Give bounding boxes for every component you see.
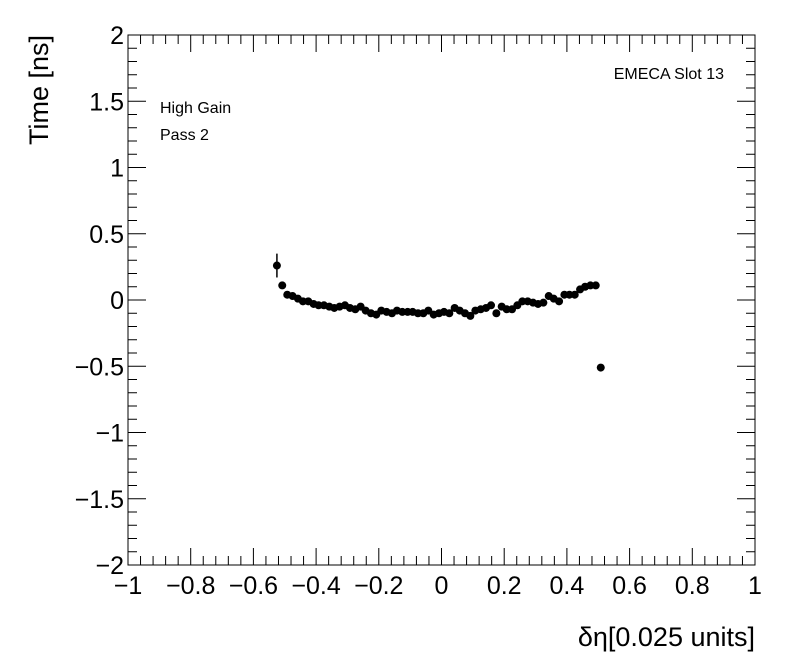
data-point bbox=[487, 301, 496, 310]
data-point bbox=[278, 281, 287, 290]
data-point bbox=[596, 363, 605, 372]
x-tick-label: −1 bbox=[114, 572, 143, 600]
x-tick-label: 1 bbox=[748, 572, 762, 600]
data-point bbox=[445, 309, 454, 318]
x-tick-label: −0.8 bbox=[166, 572, 215, 600]
data-points bbox=[272, 253, 605, 372]
y-tick-label: 1.5 bbox=[89, 88, 124, 116]
y-tick-label: −1.5 bbox=[75, 486, 124, 514]
data-point bbox=[570, 290, 579, 299]
y-tick-label: 0 bbox=[110, 287, 124, 315]
x-axis-title: δη[0.025 units] bbox=[578, 622, 755, 652]
data-point bbox=[272, 261, 281, 270]
pass-annotation: Pass 2 bbox=[160, 127, 209, 144]
slot-annotation: EMECA Slot 13 bbox=[614, 66, 724, 83]
x-tick-label: 0.2 bbox=[487, 572, 522, 600]
y-tick-labels: −2 −1.5 −1 −0.5 0 0.5 1 1.5 2 bbox=[75, 22, 124, 580]
gain-annotation: High Gain bbox=[160, 100, 231, 117]
x-tick-label: −0.6 bbox=[229, 572, 278, 600]
x-tick-label: 0 bbox=[435, 572, 449, 600]
y-tick-label: −0.5 bbox=[75, 353, 124, 381]
y-tick-label: 2 bbox=[110, 22, 124, 50]
x-tick-label: 0.8 bbox=[675, 572, 710, 600]
y-tick-label: −2 bbox=[95, 552, 124, 580]
x-tick-label: −0.2 bbox=[354, 572, 403, 600]
x-tick-label: 0.6 bbox=[612, 572, 647, 600]
data-point bbox=[555, 297, 564, 306]
x-tick-label: −0.4 bbox=[291, 572, 340, 600]
y-tick-label: 1 bbox=[110, 155, 124, 183]
plot-frame bbox=[127, 34, 756, 566]
y-tick-label: −1 bbox=[95, 420, 124, 448]
x-tick-label: 0.4 bbox=[550, 572, 585, 600]
x-tick-labels: −1 −0.8 −0.6 −0.4 −0.2 0 0.2 0.4 0.6 0.8 1 bbox=[114, 572, 762, 600]
data-point bbox=[539, 298, 548, 307]
y-tick-label: 0.5 bbox=[89, 221, 124, 249]
data-point bbox=[466, 311, 475, 320]
data-point bbox=[591, 281, 600, 290]
y-axis-title: Time [ns] bbox=[24, 35, 54, 145]
data-point bbox=[492, 309, 501, 318]
